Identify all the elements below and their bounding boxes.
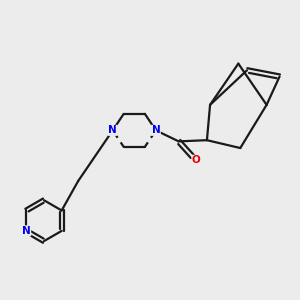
Text: N: N (22, 226, 31, 236)
Text: N: N (108, 125, 117, 135)
Text: O: O (192, 155, 201, 165)
Text: N: N (152, 125, 160, 135)
